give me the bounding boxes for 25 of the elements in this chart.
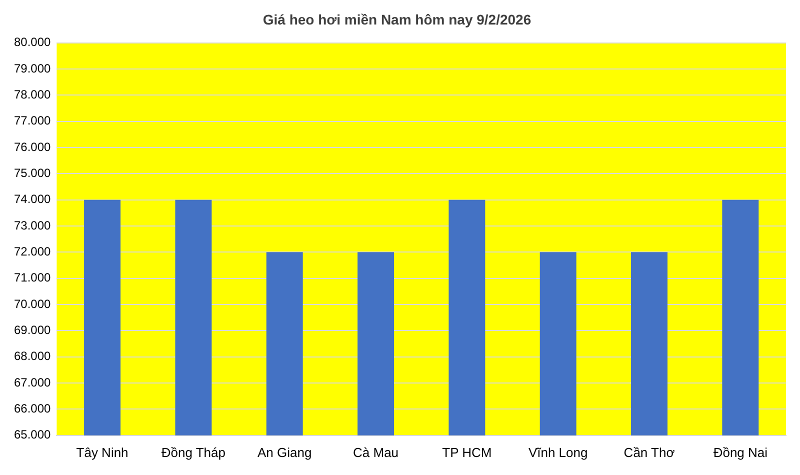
y-tick-label: 73.000 [14,218,52,232]
x-tick-label: Vĩnh Long [528,444,588,460]
y-tick-label: 67.000 [14,375,52,390]
y-tick-label: 69.000 [14,323,52,338]
x-tick-label: Cà Mau [353,444,399,460]
y-tick-label: 76.000 [14,140,52,154]
y-tick-label: 72.000 [14,244,52,258]
y-tick-label: 78.000 [14,87,52,102]
x-tick-label: Đồng Tháp [161,444,226,460]
y-tick-label: 79.000 [14,61,52,76]
chart-title: Giá heo hơi miền Nam hôm nay 9/2/2026 [262,11,532,28]
y-tick-label: 74.000 [14,192,52,206]
x-tick-label: TP HCM [442,444,492,460]
y-tick-label: 66.000 [14,402,52,416]
x-tick-label: Cần Thơ [624,444,676,460]
x-tick-label: An Giang [258,444,312,460]
y-tick-label: 70.000 [14,296,52,311]
y-tick-label: 77.000 [14,114,52,128]
x-tick-label: Đồng Nai [713,444,768,460]
x-tick-label: Tây Ninh [76,444,128,460]
y-tick-label: 65.000 [14,428,52,442]
y-tick-label: 80.000 [14,35,52,50]
y-tick-label: 75.000 [14,166,52,180]
y-tick-label: 71.000 [14,270,52,285]
y-tick-label: 68.000 [14,349,52,364]
